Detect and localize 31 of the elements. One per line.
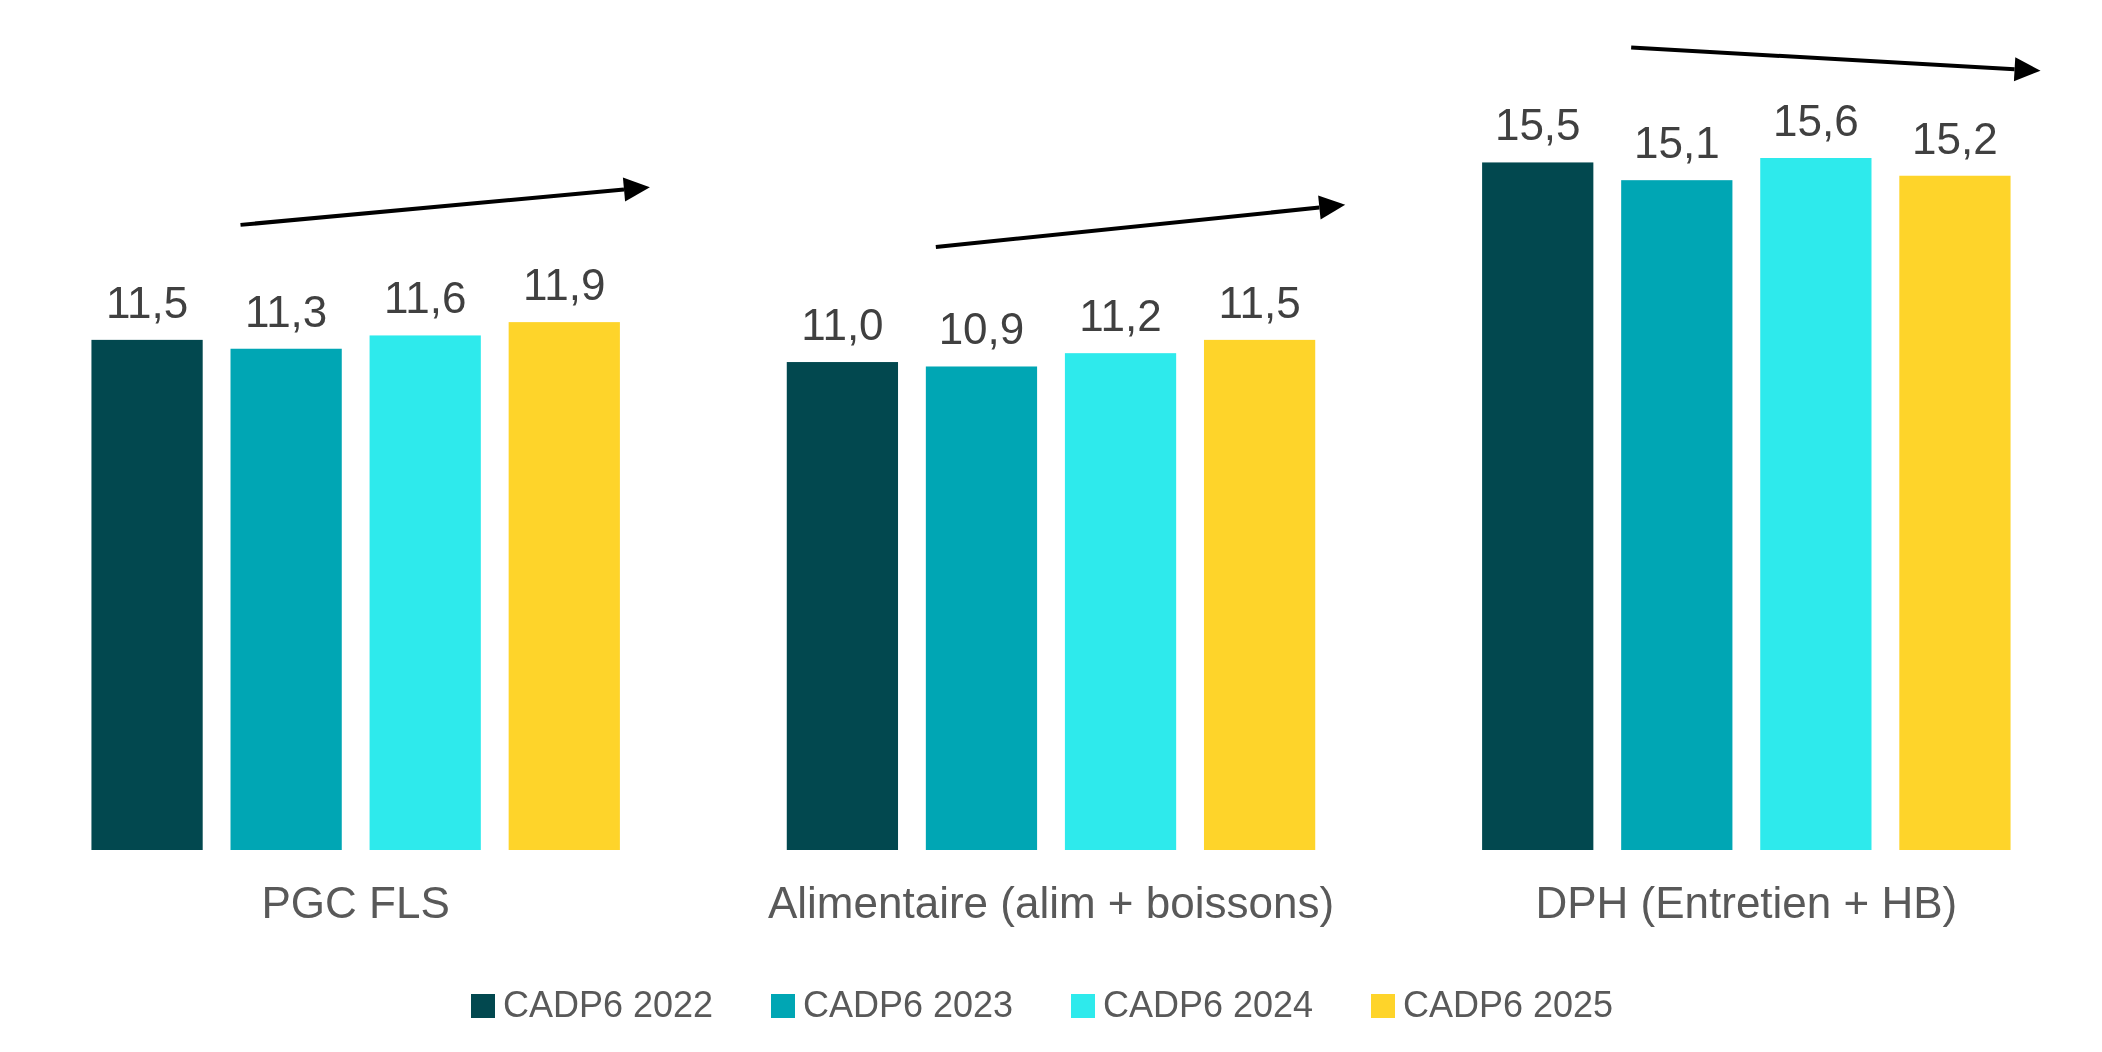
legend-label: CADP6 2025 xyxy=(1403,984,1614,1025)
bar xyxy=(1482,162,1594,850)
bar xyxy=(230,348,342,850)
data-label: 11,5 xyxy=(1218,277,1301,327)
bar xyxy=(925,366,1038,850)
x-tick-label: PGC FLS xyxy=(261,878,450,927)
bar xyxy=(786,362,899,850)
data-label: 15,2 xyxy=(1912,113,1998,163)
data-label: 15,1 xyxy=(1633,118,1720,168)
data-label: 11,2 xyxy=(1079,291,1162,341)
data-label: 11,5 xyxy=(105,277,189,327)
bar xyxy=(1064,353,1177,850)
data-label: 11,0 xyxy=(801,300,884,350)
bar xyxy=(1899,175,2011,850)
bar xyxy=(1621,180,1733,850)
data-label: 15,6 xyxy=(1773,96,1859,145)
bar xyxy=(1203,339,1316,850)
legend-label: CADP6 2024 xyxy=(1103,984,1314,1025)
data-label: 11,6 xyxy=(384,273,467,323)
bar xyxy=(369,335,481,850)
data-label: 15,5 xyxy=(1494,100,1581,150)
bar xyxy=(91,339,203,850)
data-label: 10,9 xyxy=(938,304,1025,354)
x-tick-label: Alimentaire (alim + boissons) xyxy=(767,878,1335,927)
bar xyxy=(1760,158,1872,850)
x-tick-label: DPH (Entretien + HB) xyxy=(1535,878,1958,927)
bar xyxy=(508,322,620,850)
legend-label: CADP6 2022 xyxy=(503,984,714,1025)
data-label: 11,9 xyxy=(523,260,606,310)
legend-label: CADP6 2023 xyxy=(803,984,1014,1025)
data-label: 11,3 xyxy=(244,286,328,336)
